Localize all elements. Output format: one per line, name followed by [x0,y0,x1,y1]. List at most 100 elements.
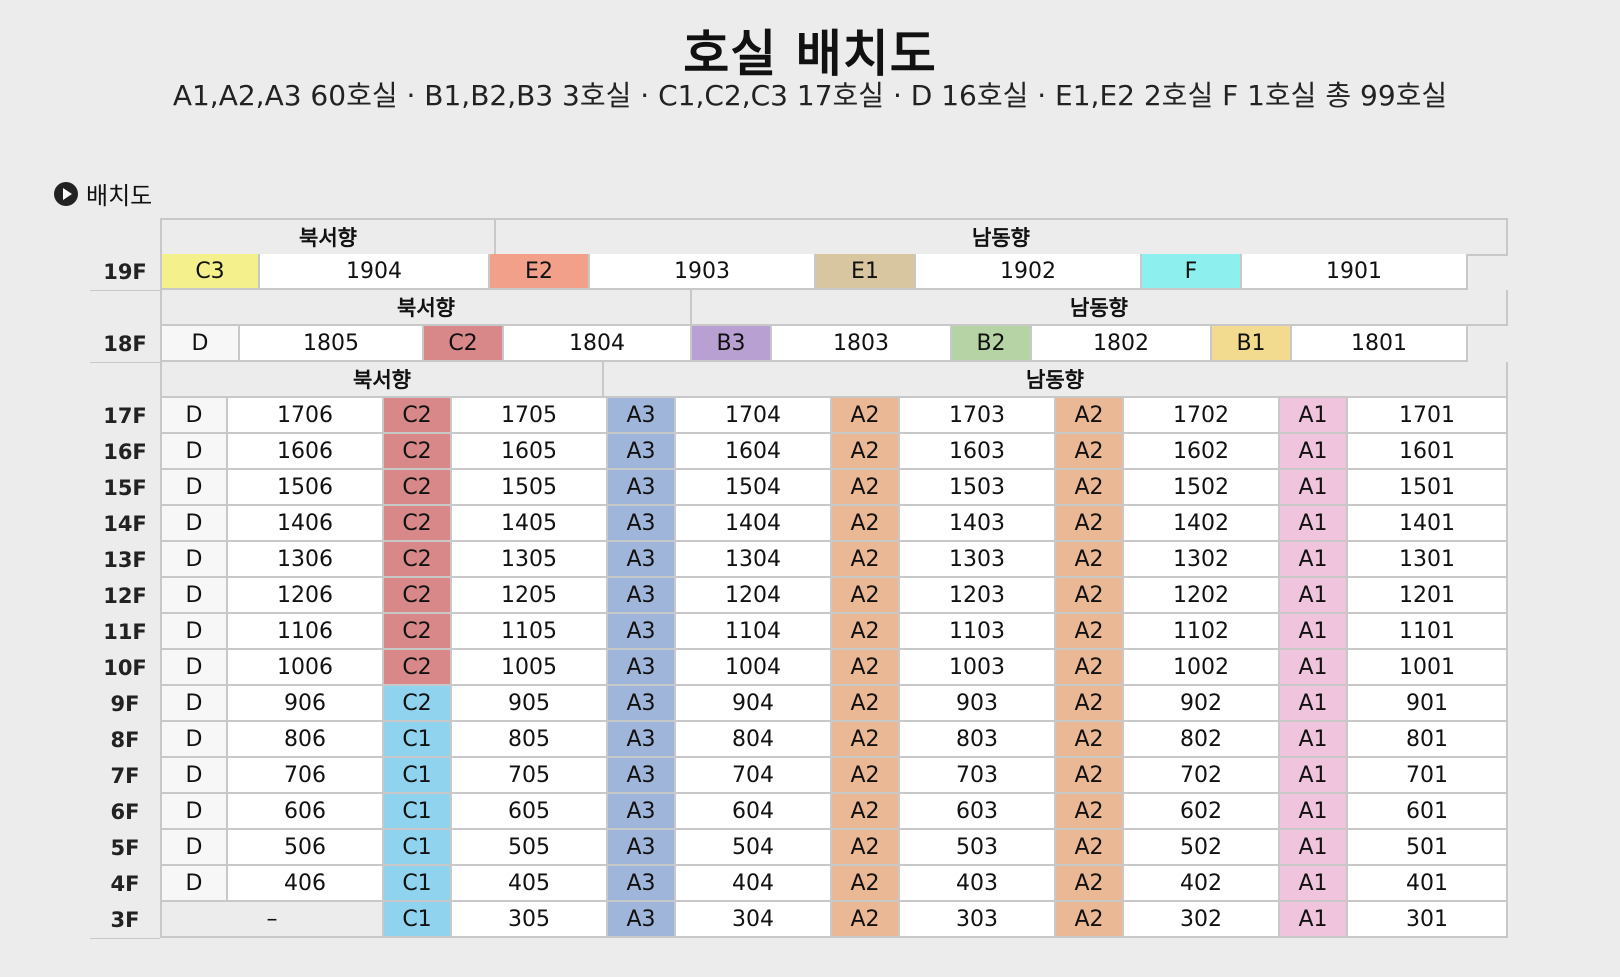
floor-label: 3F [90,902,160,939]
floor-label: 17F [90,398,160,435]
unit-type-cell: A2 [1056,794,1124,830]
unit-type-cell: D [160,722,228,758]
room-cell: 704 [676,758,832,794]
unit-type-cell: C1 [384,758,452,794]
floor-row: D 1406 C2 1405 A3 1404 A2 1403 A2 1402 A1 1401 [160,506,1508,542]
room-cell: 503 [900,830,1056,866]
unit-type-cell: C3 [160,254,260,290]
section-label: 배치도 [86,182,153,210]
floor-row: – C1 305 A3 304 A2 303 A2 302 A1 301 [160,902,1508,938]
unit-type-cell: C2 [384,578,452,614]
unit-type-cell: A2 [832,614,900,650]
room-cell: 1201 [1348,578,1508,614]
floor-row: D 706 C1 705 A3 704 A2 703 A2 702 A1 701 [160,758,1508,794]
unit-type-cell: F [1142,254,1242,290]
floor-row: D 1506 C2 1505 A3 1504 A2 1503 A2 1502 A1 1501 [160,470,1508,506]
floor-row: D 906 C2 905 A3 904 A2 903 A2 902 A1 901 [160,686,1508,722]
room-cell: 403 [900,866,1056,902]
floor-label: 6F [90,794,160,831]
room-cell: 1005 [452,650,608,686]
unit-type-cell: D [160,866,228,902]
unit-type-cell: A3 [608,542,676,578]
room-cell: 1502 [1124,470,1280,506]
room-cell: 1406 [228,506,384,542]
floor-label: 18F [90,326,160,363]
unit-type-cell: A3 [608,398,676,434]
unit-type-cell: A1 [1280,506,1348,542]
room-cell: 1405 [452,506,608,542]
room-cell: 1203 [900,578,1056,614]
unit-type-cell: A2 [832,902,900,938]
floor-label: 9F [90,686,160,723]
unit-type-cell: D [160,794,228,830]
orientation-south-label: 남동향 [496,220,1508,256]
unit-type-cell: A3 [608,506,676,542]
unit-type-cell: C1 [384,902,452,938]
floor-label: 13F [90,542,160,579]
room-cell: 505 [452,830,608,866]
unit-type-cell: D [160,434,228,470]
unit-type-cell: B3 [692,326,772,362]
unit-type-cell: A2 [1056,578,1124,614]
page-subtitle: A1,A2,A3 60호실 · B1,B2,B3 3호실 · C1,C2,C3 … [172,79,1448,112]
floor-label: 8F [90,722,160,759]
unit-type-cell: A3 [608,794,676,830]
unit-type-cell: C1 [384,722,452,758]
unit-type-cell: A2 [1056,722,1124,758]
floor-label: 15F [90,470,160,507]
room-cell: 502 [1124,830,1280,866]
room-cell: 1901 [1242,254,1468,290]
unit-type-cell: A3 [608,866,676,902]
room-cell: 1001 [1348,650,1508,686]
unit-type-cell: A1 [1280,722,1348,758]
orientation-north-label: 북서향 [160,220,496,256]
unit-type-cell: A2 [832,434,900,470]
unit-type-cell: D [160,506,228,542]
unit-type-cell: B2 [952,326,1032,362]
orientation-header-row: 북서향 남동향 [160,218,1508,256]
unit-type-cell: E2 [490,254,590,290]
room-cell: 506 [228,830,384,866]
room-cell: 1403 [900,506,1056,542]
unit-type-cell: A3 [608,578,676,614]
floor-label: 16F [90,434,160,471]
floor-label: 5F [90,830,160,867]
floor-row: D 1006 C2 1005 A3 1004 A2 1003 A2 1002 A1 1001 [160,650,1508,686]
unit-type-cell: E1 [816,254,916,290]
unit-type-cell: A2 [832,794,900,830]
room-cell: 604 [676,794,832,830]
unit-type-cell: A3 [608,686,676,722]
room-cell: 806 [228,722,384,758]
unit-type-cell: A2 [1056,434,1124,470]
room-cell: 904 [676,686,832,722]
unit-type-cell: C1 [384,794,452,830]
room-cell: 1503 [900,470,1056,506]
unit-type-cell: D [160,650,228,686]
room-cell: 1904 [260,254,490,290]
unit-type-cell: A2 [1056,866,1124,902]
unit-type-cell: A1 [1280,542,1348,578]
room-cell: 1603 [900,434,1056,470]
unit-type-cell: A1 [1280,758,1348,794]
unit-type-cell: A1 [1280,794,1348,830]
room-cell: 705 [452,758,608,794]
unit-type-cell: D [160,830,228,866]
room-cell: 1006 [228,650,384,686]
unit-type-cell: A2 [1056,398,1124,434]
unit-type-cell: B1 [1212,326,1292,362]
room-cell: 1704 [676,398,832,434]
unit-type-cell: D [160,578,228,614]
room-cell: 1605 [452,434,608,470]
room-cell: 606 [228,794,384,830]
unit-type-cell: D [160,542,228,578]
section-heading: 배치도 [54,176,152,211]
unit-type-cell: A1 [1280,650,1348,686]
room-cell: 303 [900,902,1056,938]
room-cell: 1105 [452,614,608,650]
floor-label: 19F [90,254,160,291]
room-cell: 801 [1348,722,1508,758]
unit-type-cell: A1 [1280,902,1348,938]
unit-type-cell: A1 [1280,614,1348,650]
unit-type-cell: C2 [384,398,452,434]
room-cell: 1301 [1348,542,1508,578]
